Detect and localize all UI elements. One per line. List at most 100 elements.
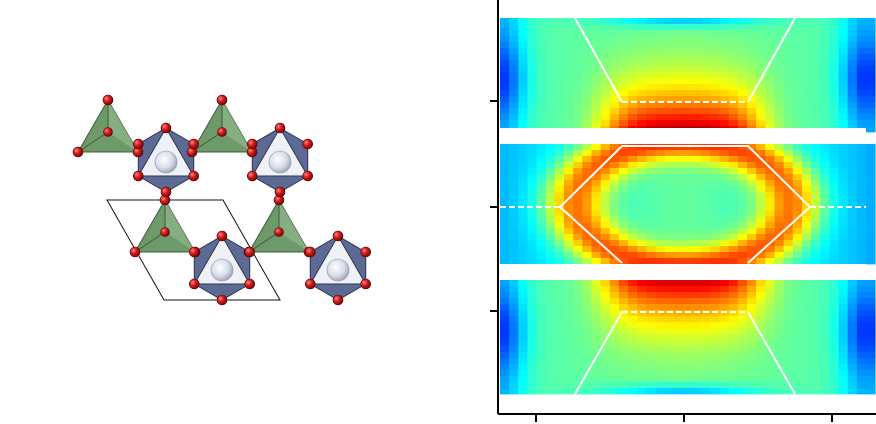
heatmap-cell xyxy=(637,66,647,73)
heatmap-cell xyxy=(838,216,849,223)
heatmap-cell xyxy=(856,322,867,329)
heatmap-cell xyxy=(673,186,684,193)
heatmap-cell xyxy=(673,60,684,67)
heatmap-cell xyxy=(765,24,775,31)
heatmap-cell xyxy=(719,174,730,181)
heatmap-cell xyxy=(518,180,528,187)
heatmap-cell xyxy=(509,120,519,127)
heatmap-cell xyxy=(756,192,766,199)
heatmap-cell xyxy=(811,18,821,25)
heatmap-cell xyxy=(847,36,858,43)
heatmap-cell xyxy=(792,24,803,31)
heatmap-cell xyxy=(655,48,666,55)
heatmap-cell xyxy=(856,298,867,305)
heatmap-cell xyxy=(518,364,528,371)
heatmap-cell xyxy=(554,114,565,121)
heatmap-cell xyxy=(756,358,766,365)
heatmap-cell xyxy=(609,144,620,151)
heatmap-cell xyxy=(811,66,821,73)
heatmap-cell xyxy=(673,286,684,293)
heatmap-cell xyxy=(710,120,720,127)
heatmap-cell xyxy=(737,240,748,247)
heatmap-cell xyxy=(783,286,794,293)
heatmap-cell xyxy=(756,364,766,371)
heatmap-cell xyxy=(783,352,794,359)
heatmap-cell xyxy=(646,228,656,235)
heatmap-cell xyxy=(673,370,684,377)
heatmap-cell xyxy=(573,222,583,229)
heatmap-cell xyxy=(765,286,775,293)
heatmap-cell xyxy=(792,198,803,205)
heatmap-cell xyxy=(646,60,656,67)
heatmap-cell xyxy=(683,370,693,377)
heatmap-cell xyxy=(710,334,720,341)
heatmap-cell xyxy=(564,102,574,109)
heatmap-cell xyxy=(765,222,775,229)
heatmap-cell xyxy=(500,370,510,377)
heatmap-cell xyxy=(866,382,876,389)
heatmap-cell xyxy=(500,346,510,353)
heatmap-cell xyxy=(664,114,675,121)
heatmap-cell xyxy=(554,222,565,229)
heatmap-cell xyxy=(564,18,574,25)
heatmap-cell xyxy=(683,144,693,151)
heatmap-cell xyxy=(646,352,656,359)
heatmap-cell xyxy=(618,286,629,293)
heatmap-cell xyxy=(664,310,675,317)
heatmap-cell xyxy=(564,334,574,341)
heatmap-cell xyxy=(509,228,519,235)
heatmap-cell xyxy=(527,96,537,103)
heatmap-cell xyxy=(518,30,528,37)
heatmap-cell xyxy=(801,60,812,67)
heatmap-cell xyxy=(838,292,849,299)
heatmap-cell xyxy=(564,72,574,79)
heatmap-cell xyxy=(554,42,565,49)
heatmap-cell xyxy=(701,382,711,389)
heatmap-cell xyxy=(719,120,730,127)
heatmap-cell xyxy=(811,156,821,163)
heatmap-cell xyxy=(710,304,720,311)
heatmap-cell xyxy=(737,258,748,265)
heatmap-cell xyxy=(500,150,510,157)
heatmap-cell xyxy=(664,222,675,229)
heatmap-cell xyxy=(500,108,510,115)
heatmap-cell xyxy=(728,322,739,329)
heatmap-cell xyxy=(683,102,693,109)
heatmap-cell xyxy=(582,310,592,317)
heatmap-cell xyxy=(673,382,684,389)
heatmap-cell xyxy=(811,334,821,341)
heatmap-cell xyxy=(856,210,867,217)
heatmap-cell xyxy=(847,280,858,287)
heatmap-cell xyxy=(783,234,794,241)
heatmap-cell xyxy=(518,60,528,67)
heatmap-cell xyxy=(600,240,611,247)
heatmap-cell xyxy=(527,328,537,335)
heatmap-cell xyxy=(509,316,519,323)
heatmap-cell xyxy=(765,48,775,55)
heatmap-cell xyxy=(728,90,739,97)
cation-atom xyxy=(326,258,350,282)
heatmap-cell xyxy=(838,298,849,305)
heatmap-cell xyxy=(747,286,757,293)
heatmap-cell xyxy=(811,286,821,293)
heatmap-cell xyxy=(765,364,775,371)
heatmap-cell xyxy=(509,280,519,287)
heatmap-cell xyxy=(820,102,830,109)
heatmap-cell xyxy=(564,42,574,49)
heatmap-cell xyxy=(820,222,830,229)
heatmap-cell xyxy=(564,174,574,181)
heatmap-cell xyxy=(856,60,867,67)
heatmap-cell xyxy=(628,42,638,49)
heatmap-cell xyxy=(783,78,794,85)
heatmap-cell xyxy=(664,352,675,359)
heatmap-cell xyxy=(509,150,519,157)
heatmap-cell xyxy=(600,364,611,371)
heatmap-cell xyxy=(600,216,611,223)
heatmap-cell xyxy=(600,96,611,103)
heatmap-cell xyxy=(527,144,537,151)
heatmap-cell xyxy=(783,216,794,223)
heatmap-cell xyxy=(701,48,711,55)
heatmap-cell xyxy=(847,96,858,103)
heatmap-cell xyxy=(756,42,766,49)
heatmap-cell xyxy=(801,358,812,365)
